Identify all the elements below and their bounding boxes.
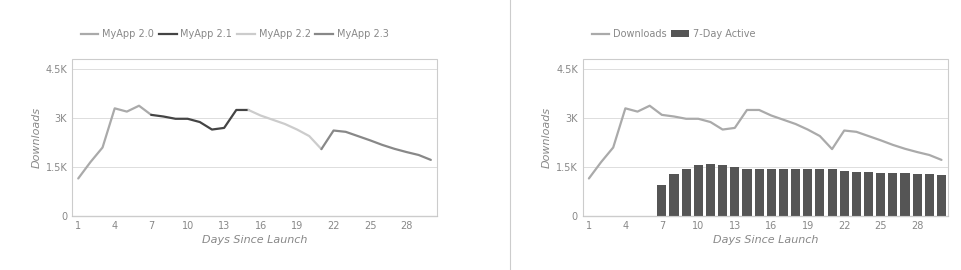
MyApp 2.0 <box>85 161 96 164</box>
Bar <box>669 174 678 216</box>
Bar <box>742 169 751 216</box>
MyApp 2.1 <box>218 126 230 130</box>
MyApp 2.0 <box>121 110 133 113</box>
Legend: MyApp 2.0, MyApp 2.1, MyApp 2.2, MyApp 2.3: MyApp 2.0, MyApp 2.1, MyApp 2.2, MyApp 2… <box>77 25 392 43</box>
Bar <box>887 173 897 216</box>
Line: MyApp 2.2: MyApp 2.2 <box>248 110 321 149</box>
Bar <box>778 169 787 216</box>
MyApp 2.1 <box>169 117 181 120</box>
Bar <box>826 169 836 216</box>
Bar <box>753 169 763 216</box>
MyApp 2.3 <box>401 150 412 154</box>
Bar <box>656 185 666 216</box>
X-axis label: Days Since Launch: Days Since Launch <box>202 235 307 245</box>
Y-axis label: Downloads: Downloads <box>541 107 552 168</box>
MyApp 2.2 <box>291 128 303 131</box>
MyApp 2.2 <box>242 108 254 112</box>
Bar <box>717 165 727 216</box>
MyApp 2.1 <box>231 108 242 112</box>
MyApp 2.2 <box>267 118 279 122</box>
MyApp 2.3 <box>425 158 436 161</box>
MyApp 2.0 <box>109 107 120 110</box>
Line: MyApp 2.0: MyApp 2.0 <box>78 106 151 178</box>
MyApp 2.2 <box>303 134 314 138</box>
MyApp 2.0 <box>72 177 84 180</box>
MyApp 2.3 <box>364 139 376 142</box>
Line: MyApp 2.1: MyApp 2.1 <box>151 110 248 130</box>
Bar <box>924 174 933 216</box>
X-axis label: Days Since Launch: Days Since Launch <box>712 235 817 245</box>
MyApp 2.1 <box>182 117 193 120</box>
MyApp 2.0 <box>134 104 145 107</box>
MyApp 2.1 <box>242 108 254 112</box>
Bar <box>839 171 848 216</box>
Bar <box>936 175 945 216</box>
Bar <box>802 169 811 216</box>
Bar <box>766 169 775 216</box>
MyApp 2.2 <box>315 147 327 151</box>
Bar <box>815 169 824 216</box>
MyApp 2.3 <box>376 143 387 147</box>
Bar <box>729 167 739 216</box>
Bar <box>705 164 714 216</box>
MyApp 2.1 <box>145 113 157 116</box>
Line: MyApp 2.3: MyApp 2.3 <box>321 130 431 160</box>
Bar <box>850 172 860 216</box>
Bar <box>875 173 884 216</box>
MyApp 2.1 <box>194 120 206 124</box>
MyApp 2.0 <box>145 113 157 116</box>
Bar <box>693 165 702 216</box>
Bar <box>912 174 921 216</box>
Legend: Downloads, 7-Day Active: Downloads, 7-Day Active <box>587 25 758 43</box>
MyApp 2.1 <box>206 128 217 131</box>
Bar <box>863 172 873 216</box>
Bar <box>899 173 909 216</box>
Bar <box>681 169 690 216</box>
MyApp 2.3 <box>339 130 351 133</box>
MyApp 2.1 <box>158 115 169 118</box>
Y-axis label: Downloads: Downloads <box>32 107 41 168</box>
MyApp 2.3 <box>412 153 424 157</box>
MyApp 2.0 <box>97 146 109 149</box>
Bar <box>790 169 800 216</box>
MyApp 2.2 <box>279 122 290 126</box>
MyApp 2.2 <box>255 114 266 117</box>
MyApp 2.3 <box>328 129 339 132</box>
MyApp 2.3 <box>388 147 400 150</box>
MyApp 2.3 <box>315 147 327 151</box>
MyApp 2.3 <box>352 134 363 138</box>
